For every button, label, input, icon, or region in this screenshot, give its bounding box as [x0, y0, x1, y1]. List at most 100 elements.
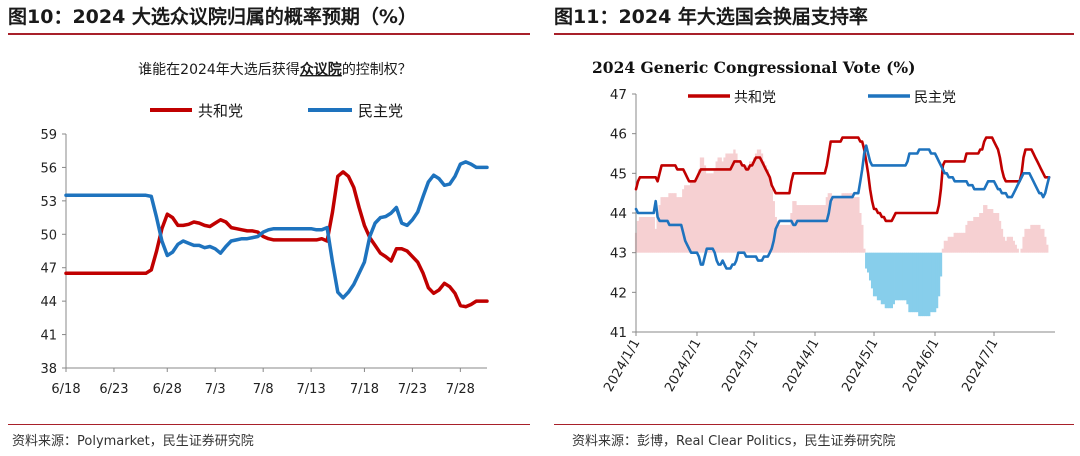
spread-bar-positive [1002, 236, 1006, 253]
left-y-tick-label: 41 [40, 329, 57, 344]
left-x-tick-label: 6/23 [99, 382, 128, 397]
spread-bar-positive [953, 232, 956, 253]
spread-bar-positive [959, 232, 962, 253]
spread-bar-positive [743, 165, 746, 253]
series-line-democrat-r [634, 144, 1051, 270]
spread-bar-positive [780, 224, 783, 253]
spread-bar-positive [719, 157, 722, 253]
spread-bar-positive [1042, 228, 1045, 253]
spread-bar-positive [819, 205, 823, 253]
right-figure-title: 图11：2024 年大选国会换届支持率 [554, 6, 868, 28]
spread-bar-negative [896, 252, 899, 301]
spread-bar-negative [874, 252, 878, 297]
right-chart-title: 2024 Generic Congressional Vote (%) [592, 58, 916, 77]
spread-bar-positive [737, 161, 740, 253]
spread-bar-positive [1044, 236, 1047, 253]
spread-bar-positive [768, 177, 772, 253]
spread-bar-positive [701, 157, 705, 253]
spread-bar-positive [1032, 224, 1035, 253]
spread-bar-positive [674, 193, 677, 253]
spread-bar-positive [947, 236, 951, 253]
spread-bar-positive [644, 216, 648, 253]
spread-bar-positive [804, 205, 807, 253]
spread-bar-positive [786, 224, 789, 253]
spread-bar-positive [817, 205, 821, 253]
left-y-tick-label: 53 [40, 195, 57, 210]
left-legend: 共和党 民主党 [150, 102, 403, 120]
spread-bar-positive [845, 193, 848, 253]
spread-bar-positive [841, 193, 844, 253]
legend-label-republican: 共和党 [198, 102, 243, 120]
spread-bar-positive [758, 149, 762, 253]
subtitle-emph: 众议院 [300, 61, 342, 78]
left-y-tick-label: 56 [40, 161, 57, 176]
left-title-rule [8, 33, 530, 35]
spread-bar-positive [695, 177, 699, 253]
spread-bar-positive [650, 216, 654, 253]
spread-bar-positive [664, 197, 667, 253]
spread-bar-negative [867, 252, 870, 273]
spread-bar-positive [756, 149, 760, 253]
spread-bar-positive [806, 205, 809, 253]
spread-bar-positive [967, 220, 970, 253]
spread-bar-positive [770, 189, 773, 253]
spread-bar-positive [843, 193, 846, 253]
spread-bar-positive [729, 153, 732, 253]
legend-label-democrat: 民主党 [358, 102, 403, 120]
spread-bar-positive [802, 205, 805, 253]
spread-bar-positive [1010, 236, 1013, 253]
right-y-tick-label: 41 [610, 325, 627, 341]
spread-bar-positive [811, 205, 815, 253]
spread-bar-positive [1004, 240, 1008, 253]
spread-bar-negative [939, 252, 943, 277]
spread-bar-negative [931, 252, 935, 313]
spread-bar-positive [721, 161, 724, 253]
spread-bar-positive [961, 232, 964, 253]
spread-bar-positive [941, 248, 945, 253]
right-series [634, 136, 1051, 270]
left-x-tick-label: 6/18 [51, 382, 80, 397]
spread-bar-positive [748, 161, 752, 253]
spread-bar-positive [686, 185, 689, 253]
spread-bar-positive [973, 216, 976, 253]
spread-bar-positive [711, 173, 714, 253]
spread-bar-positive [957, 232, 960, 253]
spread-bar-positive [988, 209, 992, 253]
spread-bar-negative [868, 252, 872, 281]
spread-bar-positive [992, 213, 996, 253]
left-x-tick-label: 7/13 [297, 382, 326, 397]
spread-bar-positive [1006, 236, 1010, 253]
spread-bar-positive [640, 216, 644, 253]
left-figure-title: 图10：2024 大选众议院归属的概率预期（%） [8, 6, 417, 28]
spread-bar-negative [878, 252, 882, 301]
spread-bar-positive [652, 216, 655, 253]
right-legend: 共和党 民主党 [688, 90, 956, 106]
spread-bar-positive [981, 213, 984, 253]
spread-bar-positive [945, 240, 949, 253]
spread-bar-positive [723, 157, 726, 253]
right-x-tick-label: 2024/1/1 [601, 337, 643, 395]
series-line-democrat [64, 160, 489, 300]
left-x-tick-label: 7/3 [205, 382, 226, 397]
right-x-tick-label: 2024/6/1 [900, 337, 942, 395]
spread-bar-positive [813, 205, 817, 253]
legend-label-democrat-r: 民主党 [914, 90, 956, 106]
spread-bar-positive [969, 220, 972, 253]
spread-bar-positive [853, 197, 856, 253]
left-source: 资料来源：Polymarket，民生证券研究院 [12, 434, 254, 449]
spread-bar-positive [851, 193, 854, 253]
left-chart: 谁能在2024年大选后获得众议院的控制权？ 共和党 民主党 38 41 44 47 50… [40, 61, 489, 397]
spread-bar-positive [998, 220, 1002, 253]
spread-bar-positive [760, 153, 764, 253]
spread-bar-negative [924, 252, 927, 317]
right-x-tick-label: 2024/4/1 [780, 337, 822, 395]
left-x-tick-label: 7/18 [350, 382, 379, 397]
right-y-tick-label: 46 [610, 127, 627, 143]
spread-bar-negative [886, 252, 890, 309]
spread-bar-positive [638, 216, 642, 253]
spread-bar-negative [892, 252, 895, 305]
spread-bar-positive [943, 240, 947, 253]
spread-bar-positive [1012, 240, 1015, 253]
spread-bar-positive [788, 224, 791, 253]
left-x-tick-label: 7/8 [253, 382, 274, 397]
